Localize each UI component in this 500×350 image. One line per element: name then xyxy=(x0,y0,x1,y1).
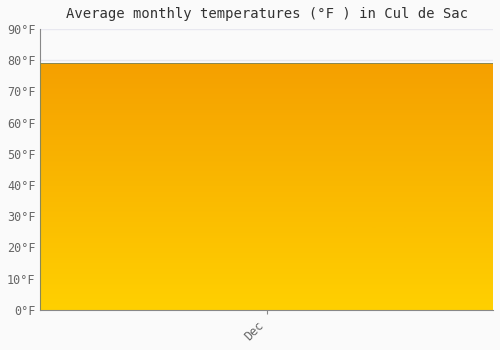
Title: Average monthly temperatures (°F ) in Cul de Sac: Average monthly temperatures (°F ) in Cu… xyxy=(66,7,468,21)
Bar xyxy=(40,63,493,310)
